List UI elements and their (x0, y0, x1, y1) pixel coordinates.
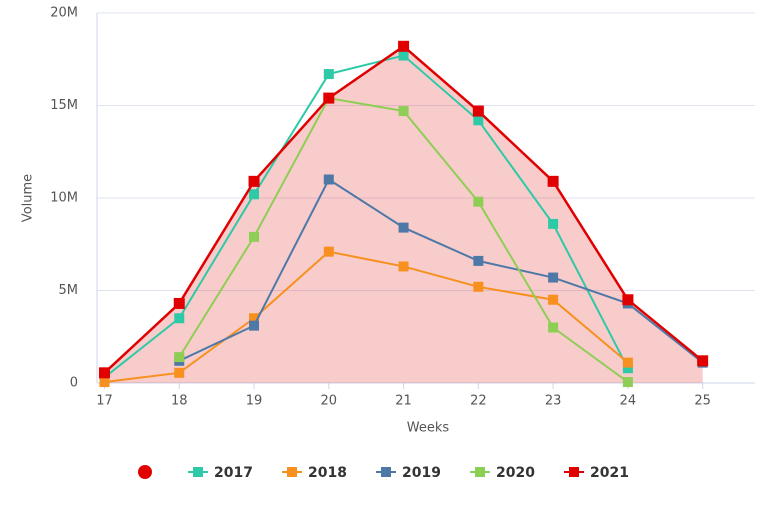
point (398, 40, 410, 52)
point (174, 367, 185, 378)
legend-label: 2018 (308, 465, 347, 481)
y-tick-label: 5M (59, 283, 79, 298)
x-axis-label: Weeks (407, 421, 450, 436)
point (99, 377, 110, 388)
point (323, 246, 334, 257)
point (473, 196, 484, 207)
point (398, 106, 409, 117)
point (548, 218, 559, 229)
point (548, 272, 559, 283)
y-axis-label: Volume (21, 174, 36, 222)
x-tick-label: 22 (470, 394, 487, 409)
y-tick-label: 10M (50, 191, 78, 206)
point (248, 175, 260, 187)
point (323, 69, 334, 80)
point (473, 255, 484, 266)
series-line (178, 178, 704, 364)
series-line (104, 250, 629, 384)
point (323, 174, 334, 185)
x-tick-label: 20 (321, 394, 338, 409)
point (98, 367, 110, 379)
y-tick-label: 0 (70, 376, 78, 391)
legend-label: 2020 (496, 465, 535, 481)
x-tick-label: 23 (545, 394, 562, 409)
point (174, 313, 185, 324)
x-tick-label: 21 (395, 394, 412, 409)
point (473, 281, 484, 292)
legend-marker (475, 467, 485, 477)
point (622, 377, 633, 388)
point (547, 175, 559, 187)
legend-label: 2017 (214, 465, 253, 481)
point (398, 50, 409, 61)
point (697, 355, 709, 367)
x-tick-label: 19 (246, 394, 263, 409)
x-tick-label: 24 (620, 394, 637, 409)
legend-marker (381, 467, 391, 477)
point (249, 189, 260, 200)
point (398, 222, 409, 233)
point (472, 105, 484, 117)
legend-label: 2021 (590, 465, 629, 481)
point (548, 294, 559, 305)
point (622, 357, 633, 368)
legend-marker (138, 465, 152, 479)
point (548, 322, 559, 333)
point (249, 231, 260, 242)
legend-marker (193, 467, 203, 477)
x-tick-label: 17 (96, 394, 113, 409)
point (473, 115, 484, 126)
legend-marker (287, 467, 297, 477)
legend-label: 2019 (402, 465, 441, 481)
x-tick-label: 18 (171, 394, 188, 409)
point (173, 297, 185, 309)
y-tick-label: 20M (50, 6, 78, 21)
point (398, 261, 409, 272)
point (622, 363, 633, 374)
legend-marker (569, 467, 579, 477)
point (249, 313, 260, 324)
y-tick-label: 15M (50, 98, 78, 113)
series-line (103, 54, 629, 379)
x-tick-label: 25 (694, 394, 711, 409)
point (174, 352, 185, 363)
point (323, 92, 335, 104)
point (249, 320, 260, 331)
point (622, 294, 634, 306)
